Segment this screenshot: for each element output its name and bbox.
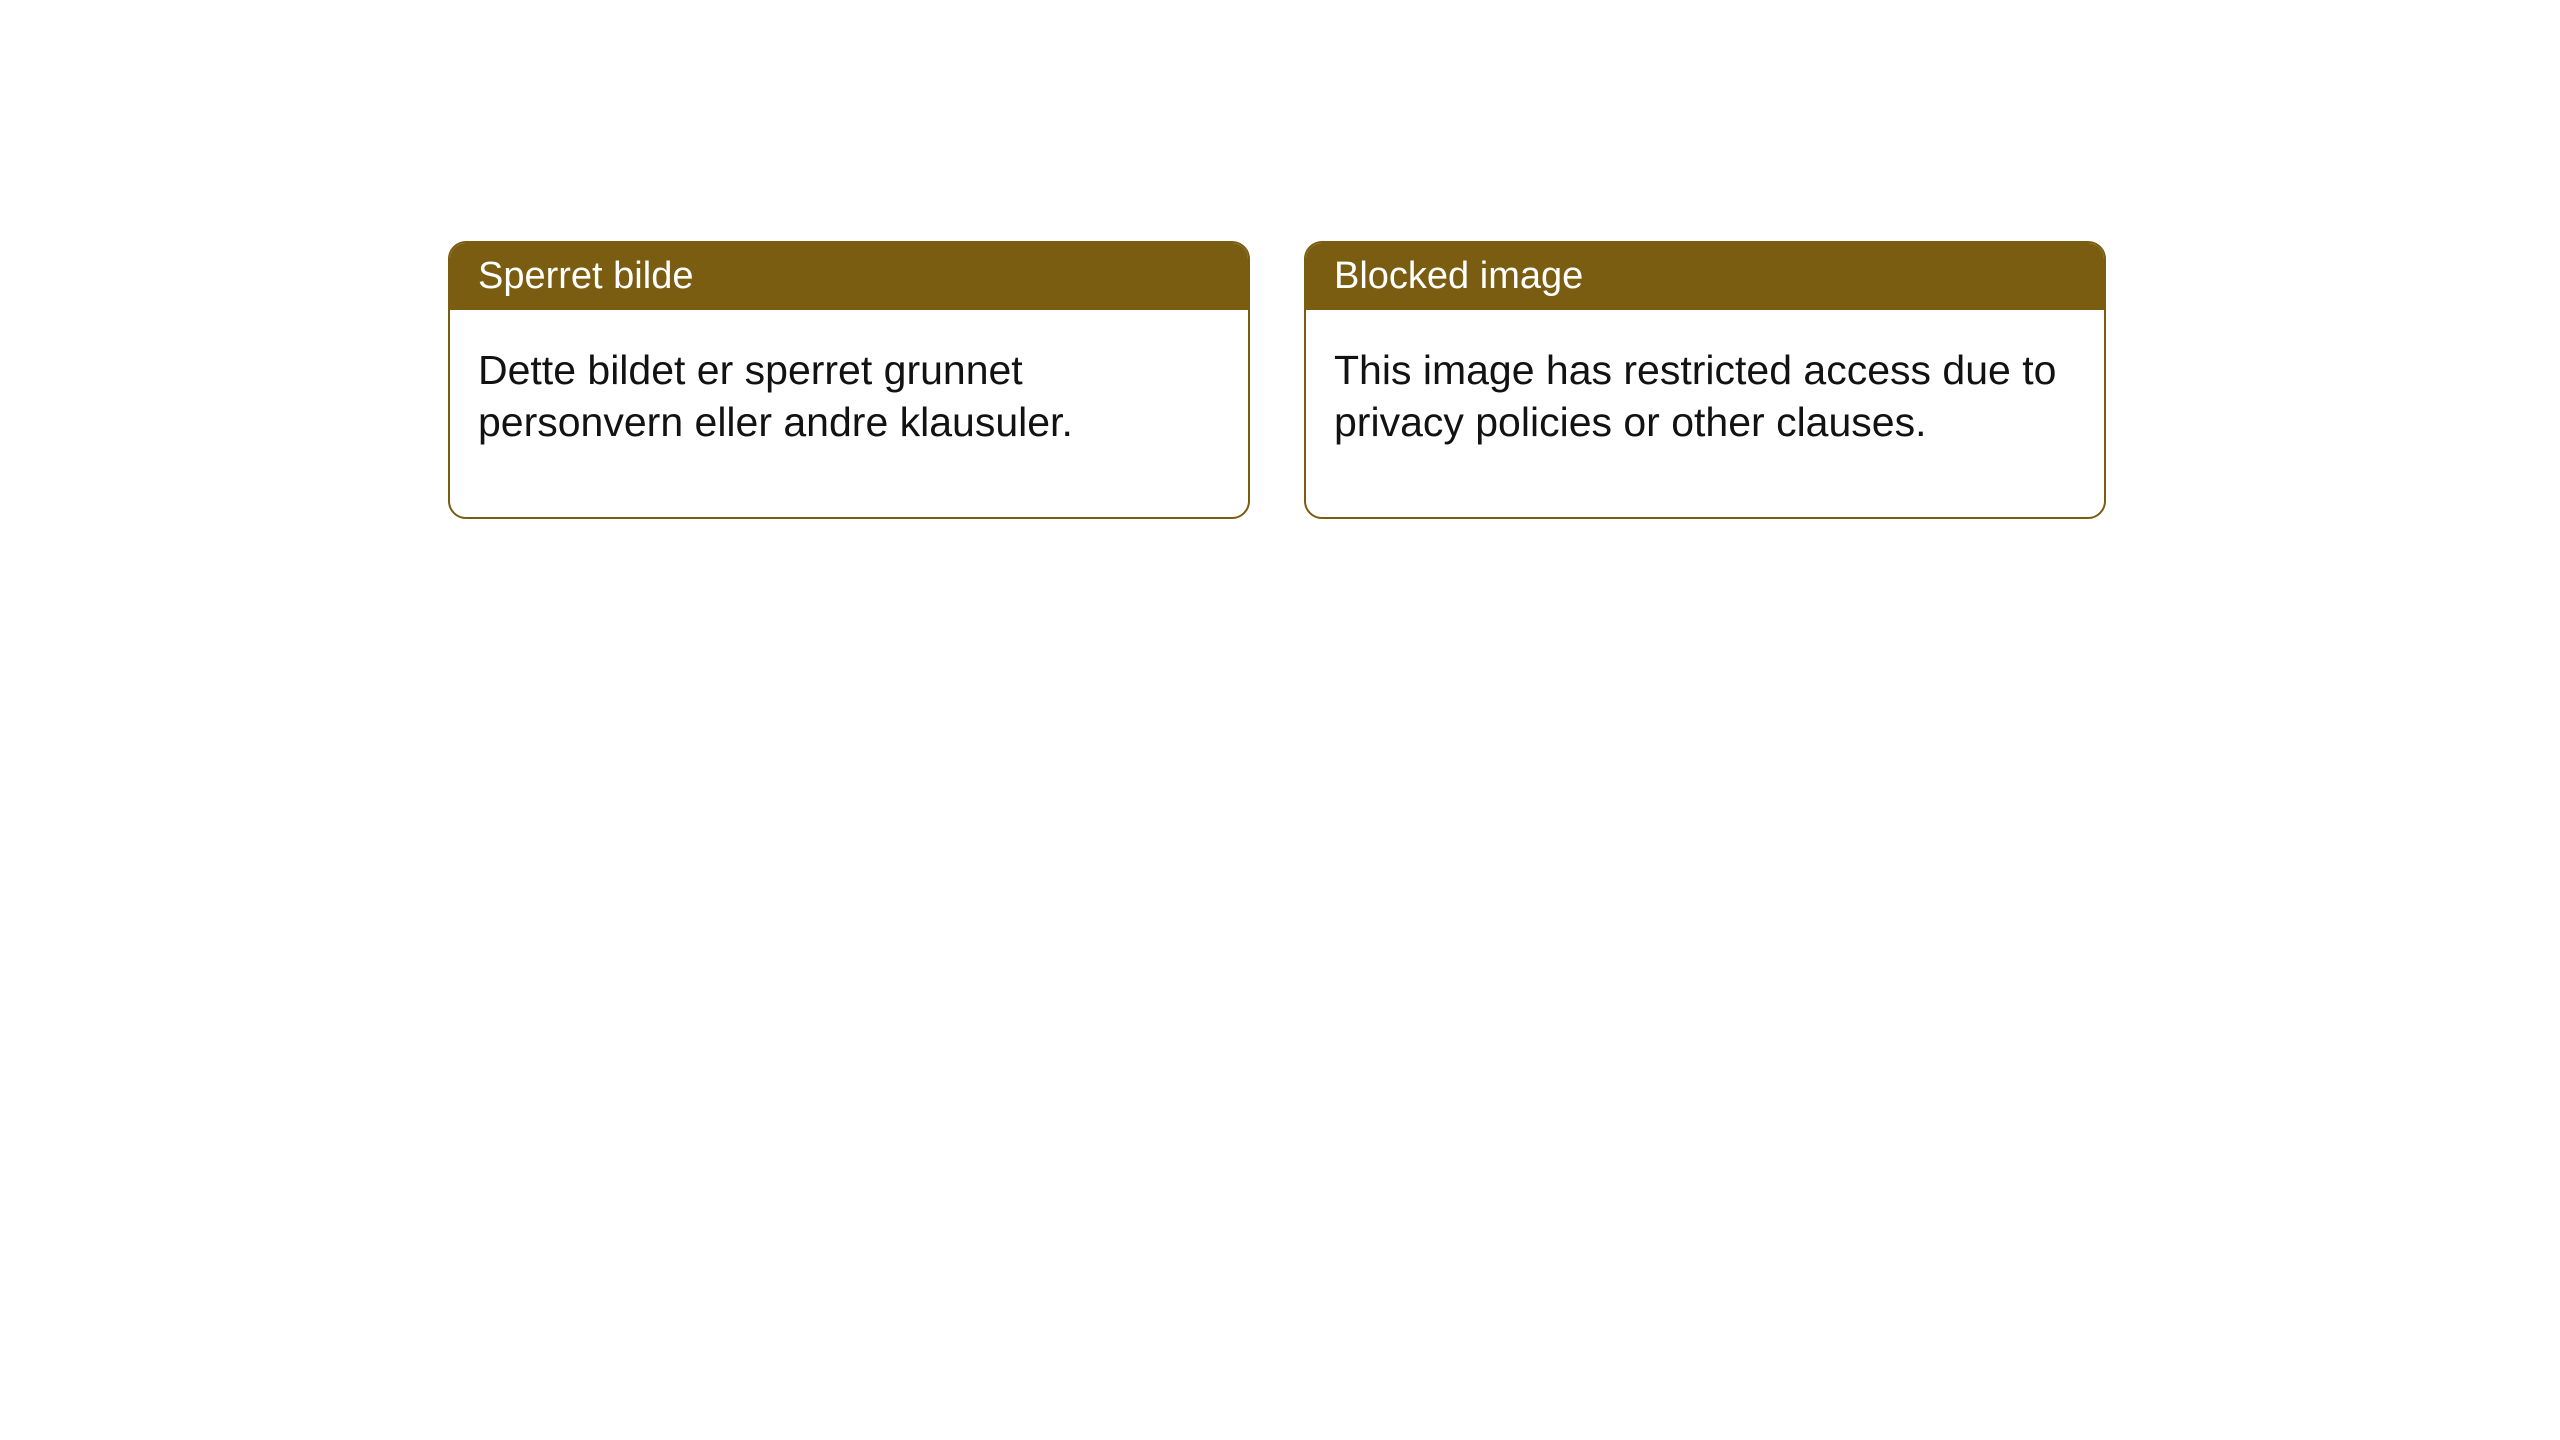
- notice-card-norwegian: Sperret bilde Dette bildet er sperret gr…: [448, 241, 1250, 519]
- notice-card-body: Dette bildet er sperret grunnet personve…: [450, 310, 1248, 517]
- notice-container: Sperret bilde Dette bildet er sperret gr…: [0, 0, 2560, 519]
- notice-card-english: Blocked image This image has restricted …: [1304, 241, 2106, 519]
- notice-card-title: Sperret bilde: [450, 243, 1248, 310]
- notice-card-body: This image has restricted access due to …: [1306, 310, 2104, 517]
- notice-card-title: Blocked image: [1306, 243, 2104, 310]
